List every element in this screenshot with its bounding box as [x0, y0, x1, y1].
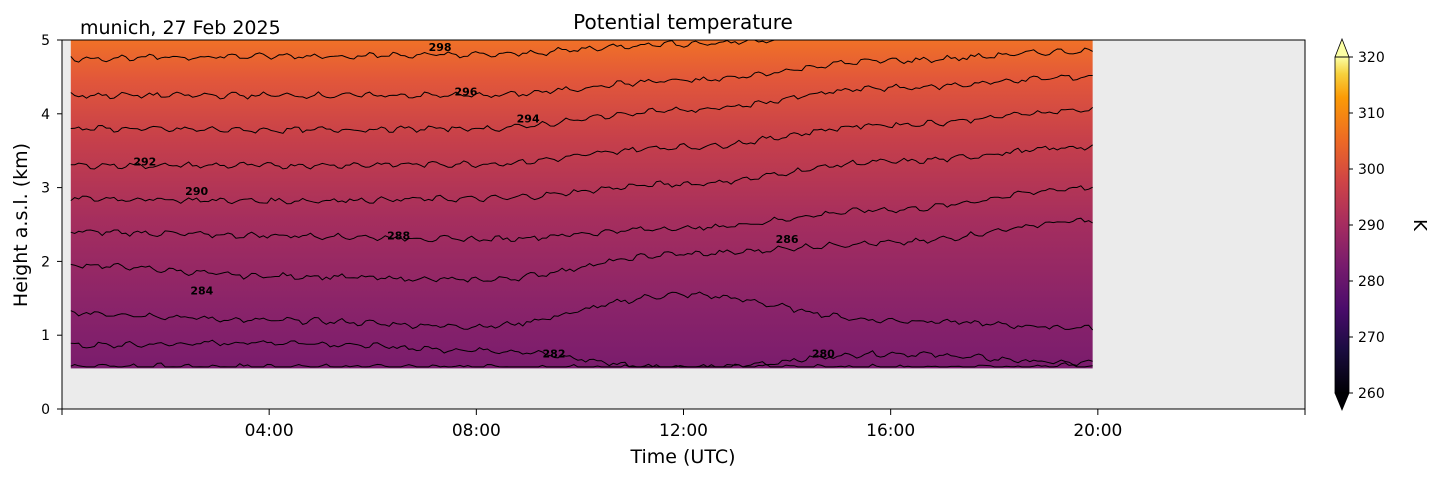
chart-title: Potential temperature	[573, 10, 793, 34]
contour-label-298: 298	[429, 41, 452, 54]
y-tick-label: 0	[41, 402, 50, 418]
contour-labels: 298 296 294 292 290 288 286 284 282 280	[133, 41, 835, 360]
colorbar-tick-label: 260	[1358, 386, 1385, 402]
colorbar-tick-label: 270	[1358, 330, 1385, 346]
contour-line-284	[70, 291, 1094, 331]
colorbar-gradient	[1335, 57, 1349, 393]
x-tick-label: 20:00	[1073, 421, 1122, 441]
contour-label-280: 280	[812, 347, 835, 360]
location-date-label: munich, 27 Feb 2025	[80, 17, 281, 39]
y-axis-label: Height a.s.l. (km)	[10, 143, 32, 307]
contour-line-290	[70, 144, 1093, 205]
colorbar-tick-label: 310	[1358, 106, 1385, 122]
contour-label-292: 292	[133, 155, 156, 168]
colorbar-extend-min	[1334, 392, 1350, 412]
x-tick-label: 04:00	[245, 421, 294, 441]
y-tick-label: 3	[41, 181, 50, 197]
colorbar-tick-label: 290	[1358, 218, 1385, 234]
x-tick-label: 16:00	[866, 421, 915, 441]
x-tick-label: 12:00	[659, 421, 708, 441]
contour-label-290: 290	[185, 185, 208, 198]
colorbar: 260 270 280 290 300 310 320 K	[1334, 37, 1429, 412]
colorbar-extend-max	[1334, 37, 1350, 58]
colorbar-tick-label: 300	[1358, 162, 1385, 178]
y-tick-label: 4	[41, 107, 50, 123]
contour-line-288	[70, 185, 1093, 243]
contour-label-296: 296	[454, 85, 477, 98]
contour-line-280	[70, 362, 1093, 368]
contour-line-286	[70, 217, 1093, 283]
colorbar-tick-label: 320	[1358, 50, 1385, 66]
y-tick-label: 2	[41, 254, 50, 270]
contour-label-284: 284	[190, 285, 213, 298]
contour-line-294	[70, 74, 1093, 134]
y-axis-ticks: 0 1 2 3 4 5	[41, 33, 62, 418]
y-tick-label: 5	[41, 33, 50, 49]
contour-lines	[70, 40, 1094, 368]
x-axis-label: Time (UTC)	[629, 446, 735, 468]
colorbar-ticks: 260 270 280 290 300 310 320	[1349, 50, 1385, 402]
contour-label-286: 286	[776, 233, 799, 246]
x-axis-ticks: 04:00 08:00 12:00 16:00 20:00	[61, 409, 1306, 441]
contour-label-294: 294	[517, 113, 540, 126]
contour-line-292	[70, 107, 1094, 170]
contour-line-296	[70, 47, 1093, 100]
colorbar-label: K	[1409, 219, 1429, 232]
y-tick-label: 1	[41, 328, 50, 344]
colorbar-tick-label: 280	[1358, 274, 1385, 290]
potential-temperature-field	[70, 40, 1093, 369]
contour-line-298	[70, 40, 776, 63]
x-tick-label: 08:00	[452, 421, 501, 441]
contour-label-288: 288	[387, 229, 410, 242]
contour-label-282: 282	[543, 347, 566, 360]
contour-line-282	[70, 339, 1093, 368]
